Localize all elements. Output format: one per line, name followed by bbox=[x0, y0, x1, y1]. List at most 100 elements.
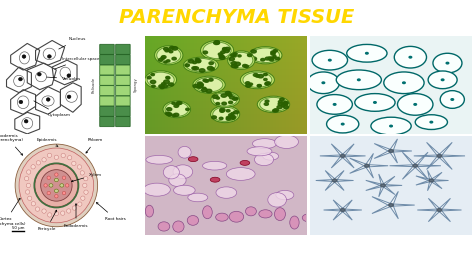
Circle shape bbox=[257, 85, 261, 87]
Ellipse shape bbox=[312, 50, 347, 70]
Ellipse shape bbox=[251, 48, 280, 63]
Circle shape bbox=[173, 113, 179, 117]
Circle shape bbox=[441, 79, 444, 81]
Ellipse shape bbox=[327, 115, 359, 133]
Circle shape bbox=[451, 99, 454, 100]
Circle shape bbox=[437, 155, 442, 157]
Circle shape bbox=[278, 103, 283, 105]
Ellipse shape bbox=[36, 72, 46, 82]
Circle shape bbox=[333, 104, 336, 105]
Circle shape bbox=[281, 104, 285, 107]
Circle shape bbox=[162, 83, 165, 85]
Circle shape bbox=[172, 47, 178, 50]
Polygon shape bbox=[417, 198, 462, 222]
Circle shape bbox=[225, 47, 230, 51]
Circle shape bbox=[199, 83, 203, 86]
Circle shape bbox=[332, 179, 337, 182]
Circle shape bbox=[192, 61, 197, 64]
Circle shape bbox=[165, 50, 168, 52]
Circle shape bbox=[163, 85, 168, 88]
Ellipse shape bbox=[246, 207, 256, 216]
Circle shape bbox=[226, 116, 230, 119]
FancyBboxPatch shape bbox=[116, 75, 130, 85]
Ellipse shape bbox=[44, 184, 47, 187]
Circle shape bbox=[176, 101, 181, 104]
Circle shape bbox=[389, 203, 393, 207]
FancyBboxPatch shape bbox=[116, 106, 130, 116]
Circle shape bbox=[261, 59, 265, 61]
Ellipse shape bbox=[145, 71, 176, 89]
Ellipse shape bbox=[193, 76, 225, 93]
Circle shape bbox=[212, 95, 218, 98]
Circle shape bbox=[437, 209, 442, 211]
Ellipse shape bbox=[14, 75, 24, 87]
Ellipse shape bbox=[157, 47, 181, 63]
Circle shape bbox=[167, 113, 171, 116]
Circle shape bbox=[225, 92, 231, 95]
Ellipse shape bbox=[187, 215, 199, 225]
Circle shape bbox=[233, 98, 237, 100]
Polygon shape bbox=[414, 142, 465, 169]
Circle shape bbox=[265, 57, 270, 60]
FancyBboxPatch shape bbox=[100, 106, 114, 116]
Circle shape bbox=[158, 59, 163, 61]
Circle shape bbox=[269, 58, 274, 61]
Ellipse shape bbox=[49, 184, 53, 187]
Circle shape bbox=[341, 123, 344, 125]
Text: PARENCHYMA TISSUE: PARENCHYMA TISSUE bbox=[119, 8, 355, 27]
Circle shape bbox=[42, 158, 46, 162]
Circle shape bbox=[278, 101, 283, 103]
Ellipse shape bbox=[19, 52, 29, 64]
Ellipse shape bbox=[47, 55, 51, 58]
Ellipse shape bbox=[146, 205, 154, 217]
Circle shape bbox=[81, 196, 85, 200]
Circle shape bbox=[61, 153, 65, 158]
Ellipse shape bbox=[255, 153, 273, 166]
Ellipse shape bbox=[433, 53, 462, 73]
Ellipse shape bbox=[440, 91, 465, 108]
Polygon shape bbox=[416, 170, 448, 191]
Ellipse shape bbox=[18, 96, 29, 109]
Circle shape bbox=[273, 50, 277, 52]
Circle shape bbox=[201, 88, 207, 92]
Ellipse shape bbox=[37, 73, 41, 76]
Ellipse shape bbox=[55, 189, 58, 193]
Circle shape bbox=[36, 207, 40, 211]
Circle shape bbox=[84, 190, 88, 194]
Circle shape bbox=[243, 64, 247, 67]
Circle shape bbox=[228, 101, 233, 103]
Ellipse shape bbox=[67, 95, 71, 98]
Circle shape bbox=[212, 116, 217, 119]
Circle shape bbox=[197, 82, 202, 85]
Ellipse shape bbox=[183, 57, 219, 73]
Circle shape bbox=[203, 87, 206, 89]
Circle shape bbox=[206, 89, 212, 93]
Ellipse shape bbox=[178, 146, 191, 158]
Ellipse shape bbox=[46, 98, 50, 101]
Circle shape bbox=[409, 56, 412, 58]
Ellipse shape bbox=[216, 213, 228, 221]
Circle shape bbox=[227, 93, 231, 95]
Circle shape bbox=[238, 55, 241, 57]
Circle shape bbox=[188, 60, 194, 63]
Circle shape bbox=[219, 55, 224, 58]
Circle shape bbox=[36, 161, 41, 165]
Circle shape bbox=[214, 41, 219, 44]
Ellipse shape bbox=[213, 107, 237, 121]
Circle shape bbox=[255, 75, 260, 77]
Circle shape bbox=[216, 97, 219, 99]
Ellipse shape bbox=[203, 42, 231, 59]
Ellipse shape bbox=[155, 46, 183, 65]
Circle shape bbox=[198, 84, 203, 88]
Ellipse shape bbox=[18, 77, 22, 81]
Circle shape bbox=[245, 65, 248, 68]
FancyBboxPatch shape bbox=[100, 55, 114, 65]
Text: Pericycle: Pericycle bbox=[37, 210, 56, 231]
Text: Cytoplasm: Cytoplasm bbox=[34, 101, 71, 117]
Circle shape bbox=[251, 57, 256, 60]
Circle shape bbox=[280, 98, 284, 101]
Circle shape bbox=[186, 108, 190, 110]
Circle shape bbox=[268, 57, 273, 60]
Circle shape bbox=[247, 54, 252, 57]
Circle shape bbox=[26, 190, 30, 194]
